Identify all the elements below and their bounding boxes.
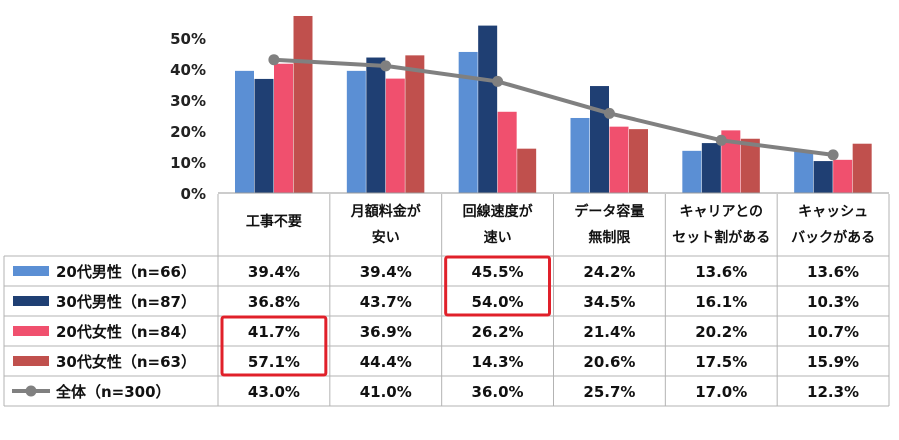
bar — [721, 130, 741, 193]
table-cell-value: 39.4% — [360, 263, 412, 281]
category-label: 月額料金が — [350, 203, 422, 220]
bar — [385, 78, 405, 193]
table-cell-value: 10.3% — [807, 293, 859, 311]
legend-swatch — [13, 296, 49, 306]
table-cell-value: 36.0% — [472, 383, 524, 401]
category-label: 工事不要 — [246, 213, 302, 230]
category-label: バックがある — [791, 229, 875, 246]
highlight-box — [220, 315, 328, 377]
bar — [274, 63, 293, 194]
category-label: 速い — [484, 229, 512, 246]
bar — [794, 150, 814, 193]
legend-label: 30代男性（n=87） — [56, 293, 196, 311]
line-series — [273, 57, 834, 157]
line-point — [603, 107, 615, 119]
y-tick-label: 0% — [181, 185, 206, 203]
bar — [570, 117, 590, 193]
table-cell-value: 14.3% — [472, 353, 524, 371]
table-cell-value: 57.1% — [248, 353, 300, 371]
table-cell-value: 24.2% — [583, 263, 635, 281]
table-cell-value: 25.7% — [583, 383, 635, 401]
bar — [405, 55, 425, 193]
table-cell-value: 39.4% — [248, 263, 300, 281]
y-tick-label: 50% — [170, 30, 206, 48]
table-cell-value: 21.4% — [583, 323, 635, 341]
table-cell-value: 41.7% — [248, 323, 300, 341]
table-cell-value: 20.2% — [695, 323, 747, 341]
legend-label: 20代男性（n=66） — [56, 263, 196, 281]
bar — [701, 143, 721, 193]
table-cell-value: 54.0% — [472, 293, 524, 311]
bar — [235, 70, 254, 193]
bar — [346, 70, 366, 193]
bar — [833, 159, 853, 193]
highlight-box — [444, 255, 551, 317]
table-cell-value: 44.4% — [360, 353, 412, 371]
category-label: キャッシュ — [798, 204, 868, 220]
category-label: 安い — [372, 229, 400, 246]
table-cell-value: 36.8% — [248, 293, 300, 311]
category-label: セット割がある — [672, 229, 770, 246]
legend-line-marker — [25, 385, 37, 397]
y-tick-label: 30% — [170, 92, 206, 110]
table-cell-value: 26.2% — [472, 323, 524, 341]
bar — [682, 150, 702, 193]
table-cell-value: 13.6% — [695, 263, 747, 281]
bar — [293, 15, 313, 193]
line-point — [380, 60, 392, 72]
table-cell-value: 20.6% — [583, 353, 635, 371]
table-cell-value: 16.1% — [695, 293, 747, 311]
line-point — [268, 54, 280, 66]
legend-swatch — [13, 326, 49, 336]
bar — [366, 57, 386, 193]
category-label: キャリアとの — [679, 204, 763, 220]
y-tick-label: 20% — [170, 123, 206, 141]
bar — [497, 111, 517, 193]
bar — [517, 148, 537, 193]
bar — [740, 138, 760, 193]
bar — [458, 51, 478, 194]
line-point — [827, 149, 839, 161]
legend-swatch — [13, 266, 49, 276]
line-point — [715, 134, 727, 146]
category-label: 回線速度が — [463, 203, 534, 220]
y-tick-label: 10% — [170, 154, 206, 172]
legend-label: 全体（n=300） — [55, 383, 171, 401]
category-label: データ容量 — [574, 203, 644, 220]
bar — [813, 161, 833, 193]
category-label: 無制限 — [588, 229, 630, 246]
bar — [629, 129, 648, 193]
legend-swatch — [13, 356, 49, 366]
bar — [852, 143, 872, 193]
table-cell-value: 43.0% — [248, 383, 300, 401]
table-cell-value: 17.5% — [695, 353, 747, 371]
legend-label: 20代女性（n=84） — [56, 323, 196, 341]
bar — [478, 25, 498, 193]
table-cell-value: 12.3% — [807, 383, 859, 401]
table-cell-value: 41.0% — [360, 383, 412, 401]
table-cell-value: 36.9% — [360, 323, 412, 341]
legend-label: 30代女性（n=63） — [56, 353, 196, 371]
table-cell-value: 15.9% — [807, 353, 859, 371]
table-cell-value: 17.0% — [695, 383, 747, 401]
table-cell-value: 10.7% — [807, 323, 859, 341]
table-cell-value: 43.7% — [360, 293, 412, 311]
table-cell-value: 34.5% — [583, 293, 635, 311]
table-cell-value: 13.6% — [807, 263, 859, 281]
bar — [590, 86, 609, 193]
line-point — [492, 75, 504, 87]
table-cell-value: 45.5% — [472, 263, 524, 281]
y-tick-label: 40% — [170, 61, 206, 79]
bar — [254, 78, 274, 193]
bar — [609, 126, 629, 193]
